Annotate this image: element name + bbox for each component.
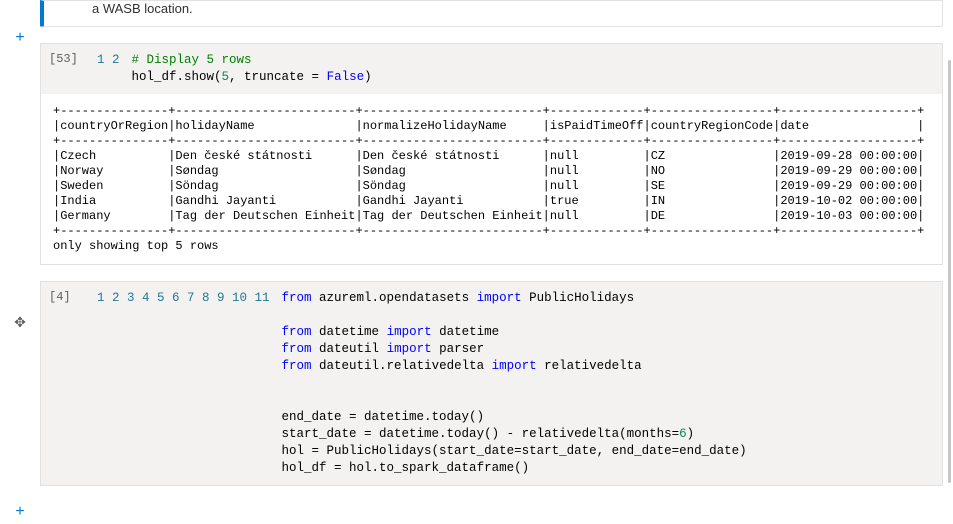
notebook-cell-1[interactable]: [53] 1 2 # Display 5 rows hol_df.show(5,…: [40, 43, 943, 265]
code-editor[interactable]: 1 2 # Display 5 rows hol_df.show(5, trun…: [97, 44, 942, 94]
move-cell-handle[interactable]: ✥: [0, 310, 40, 334]
execution-count: [53]: [41, 44, 97, 94]
cell-input-area: [53] 1 2 # Display 5 rows hol_df.show(5,…: [41, 44, 942, 94]
plus-icon: +: [15, 503, 24, 521]
code-content[interactable]: # Display 5 rows hol_df.show(5, truncate…: [132, 52, 372, 86]
line-numbers: 1 2 3 4 5 6 7 8 9 10 11: [97, 290, 282, 477]
code-editor[interactable]: 1 2 3 4 5 6 7 8 9 10 11 from azureml.ope…: [97, 282, 942, 485]
info-banner: a WASB location.: [40, 0, 943, 27]
code-content[interactable]: from azureml.opendatasets import PublicH…: [282, 290, 747, 477]
add-cell-button-1[interactable]: +: [0, 26, 40, 50]
add-cell-button-2[interactable]: +: [0, 500, 40, 524]
plus-icon: +: [15, 29, 24, 47]
line-numbers: 1 2: [97, 52, 132, 86]
cell-output: +---------------+-----------------------…: [41, 94, 942, 264]
scrollbar[interactable]: [948, 60, 951, 483]
move-icon: ✥: [14, 314, 26, 331]
notebook-cell-2[interactable]: [4] 1 2 3 4 5 6 7 8 9 10 11 from azureml…: [40, 281, 943, 486]
cell-input-area: [4] 1 2 3 4 5 6 7 8 9 10 11 from azureml…: [41, 282, 942, 485]
banner-text: a WASB location.: [92, 1, 193, 16]
execution-count: [4]: [41, 282, 97, 485]
